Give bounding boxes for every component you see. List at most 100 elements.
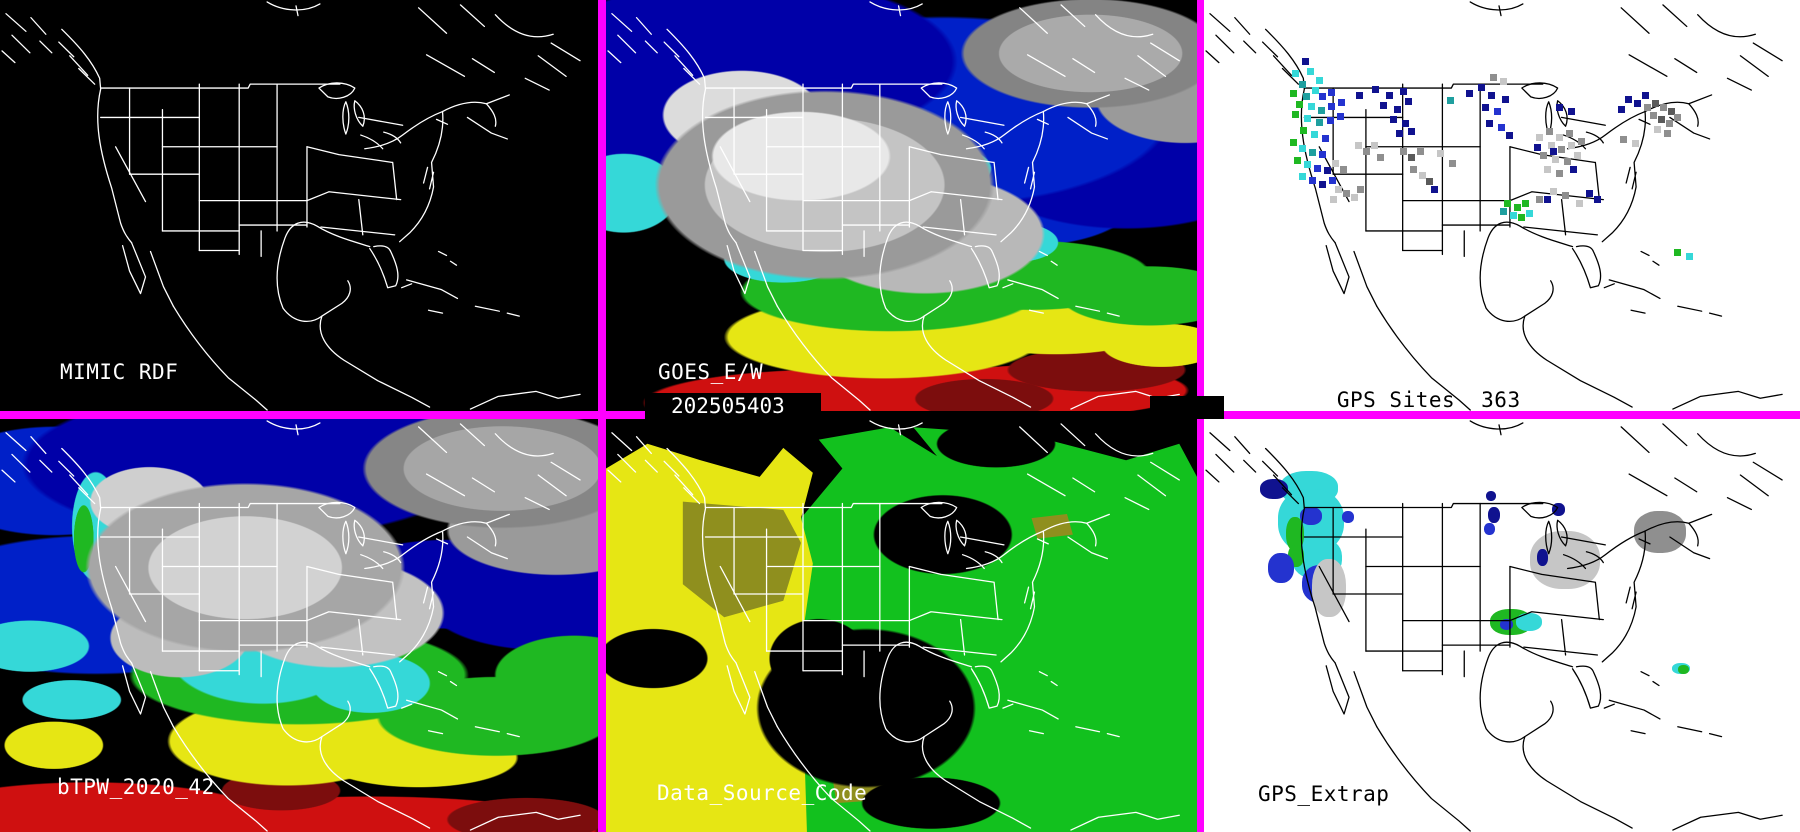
gps-site-dot bbox=[1576, 200, 1583, 207]
gps-extrap-region bbox=[1268, 553, 1294, 583]
gps-site-dot bbox=[1402, 120, 1409, 127]
gps-site-dot bbox=[1328, 103, 1335, 110]
gps-site-dot bbox=[1666, 120, 1673, 127]
gps-site-dot bbox=[1316, 119, 1323, 126]
gps-sites-dots bbox=[1204, 0, 1800, 411]
gps-site-dot bbox=[1546, 128, 1553, 135]
gps-site-dot bbox=[1400, 148, 1407, 155]
gps-site-dot bbox=[1386, 92, 1393, 99]
btpw-label: bTPW_2020_42 bbox=[57, 775, 215, 799]
panel-btpw: bTPW_2020_42 bbox=[0, 419, 598, 832]
gps-site-dot bbox=[1578, 138, 1585, 145]
gps-site-dot bbox=[1292, 70, 1299, 77]
gps-site-dot bbox=[1568, 142, 1575, 149]
gps-site-dot bbox=[1490, 74, 1497, 81]
gps-site-dot bbox=[1377, 154, 1384, 161]
gps-site-dot bbox=[1500, 78, 1507, 85]
gps-site-dot bbox=[1314, 165, 1321, 172]
gps-site-dot bbox=[1329, 177, 1336, 184]
gps-site-dot bbox=[1536, 196, 1543, 203]
gps-extrap-region bbox=[1342, 511, 1354, 523]
gps-site-dot bbox=[1486, 120, 1493, 127]
gps-site-dot bbox=[1371, 142, 1378, 149]
gps-site-dot bbox=[1302, 58, 1309, 65]
gps-extrap-region bbox=[1286, 517, 1304, 551]
data-source-nodata-gaps bbox=[606, 419, 1197, 832]
gps-site-dot bbox=[1514, 204, 1521, 211]
gps-site-dot bbox=[1664, 130, 1671, 137]
gps-site-dot bbox=[1536, 134, 1543, 141]
goes-ew-label: GOES_E/W bbox=[658, 360, 764, 384]
gps-site-dot bbox=[1552, 156, 1559, 163]
gps-site-dot bbox=[1328, 89, 1335, 96]
divider-black-patch bbox=[1150, 396, 1224, 419]
gps-site-dot bbox=[1322, 135, 1329, 142]
timestamp-strip: 202505403 bbox=[645, 393, 821, 420]
gps-site-dot bbox=[1478, 84, 1485, 91]
divider-horizontal-left bbox=[0, 411, 660, 419]
gps-site-dot bbox=[1550, 148, 1557, 155]
panel-data-source-code: Data_Source_Code bbox=[606, 419, 1197, 832]
gps-site-dot bbox=[1343, 190, 1350, 197]
gps-site-dot bbox=[1431, 186, 1438, 193]
gps-site-dot bbox=[1556, 134, 1563, 141]
gps-site-dot bbox=[1340, 166, 1347, 173]
gps-site-dot bbox=[1356, 92, 1363, 99]
panel-mimic-rdf: MIMIC RDF bbox=[0, 0, 598, 411]
gps-site-dot bbox=[1324, 167, 1331, 174]
gps-site-dot bbox=[1447, 97, 1454, 104]
btpw-imagery bbox=[0, 419, 598, 832]
gps-site-dot bbox=[1620, 136, 1627, 143]
gps-site-dot bbox=[1564, 158, 1571, 165]
panel-gps-sites: GPS Sites 363 bbox=[1204, 0, 1800, 411]
gps-site-dot bbox=[1568, 108, 1575, 115]
goes-map-outline bbox=[607, 1, 1180, 411]
gps-site-dot bbox=[1290, 139, 1297, 146]
gps-site-dot bbox=[1562, 192, 1569, 199]
gps-site-dot bbox=[1644, 104, 1651, 111]
gps-site-dot bbox=[1500, 208, 1507, 215]
gps-extrap-region bbox=[1500, 619, 1513, 630]
gps-site-dot bbox=[1556, 170, 1563, 177]
gps-site-dot bbox=[1488, 92, 1495, 99]
gps-site-dot bbox=[1335, 186, 1342, 193]
gps-site-dot bbox=[1498, 124, 1505, 131]
gps-site-dot bbox=[1337, 113, 1344, 120]
gps-site-dot bbox=[1686, 253, 1693, 260]
gps-site-dot bbox=[1312, 87, 1319, 94]
gps-extrap-region bbox=[1484, 523, 1495, 535]
btpw-map-outline bbox=[1, 420, 581, 832]
gps-extrap-map-outline bbox=[1205, 420, 1783, 832]
gps-extrap-region bbox=[1488, 507, 1500, 523]
gps-site-dot bbox=[1405, 98, 1412, 105]
gps-site-dot bbox=[1296, 101, 1303, 108]
gps-extrap-region bbox=[1486, 491, 1496, 501]
gps-site-dot bbox=[1394, 106, 1401, 113]
gps-site-dot bbox=[1318, 107, 1325, 114]
gps-site-dot bbox=[1634, 100, 1641, 107]
mimic-rdf-label: MIMIC RDF bbox=[60, 360, 179, 384]
gps-site-dot bbox=[1482, 104, 1489, 111]
gps-site-dot bbox=[1556, 104, 1563, 111]
gps-site-dot bbox=[1550, 188, 1557, 195]
gps-site-dot bbox=[1625, 96, 1632, 103]
gps-site-dot bbox=[1304, 115, 1311, 122]
gps-site-dot bbox=[1668, 108, 1675, 115]
timestamp: 202505403 bbox=[671, 394, 785, 418]
gps-site-dot bbox=[1654, 126, 1661, 133]
gps-site-dot bbox=[1652, 100, 1659, 107]
gps-site-dot bbox=[1419, 172, 1426, 179]
gps-sites-title: GPS Sites bbox=[1336, 388, 1456, 411]
gps-site-dot bbox=[1594, 196, 1601, 203]
gps-site-dot bbox=[1372, 86, 1379, 93]
gps-extrap-region bbox=[1312, 559, 1346, 617]
gps-site-dot bbox=[1650, 112, 1657, 119]
gps-site-dot bbox=[1400, 88, 1407, 95]
gps-site-dot bbox=[1437, 150, 1444, 157]
gps-site-dot bbox=[1658, 116, 1665, 123]
gps-site-dot bbox=[1380, 102, 1387, 109]
gps-site-dot bbox=[1674, 249, 1681, 256]
gps-site-dot bbox=[1426, 178, 1433, 185]
gps-site-dot bbox=[1586, 190, 1593, 197]
